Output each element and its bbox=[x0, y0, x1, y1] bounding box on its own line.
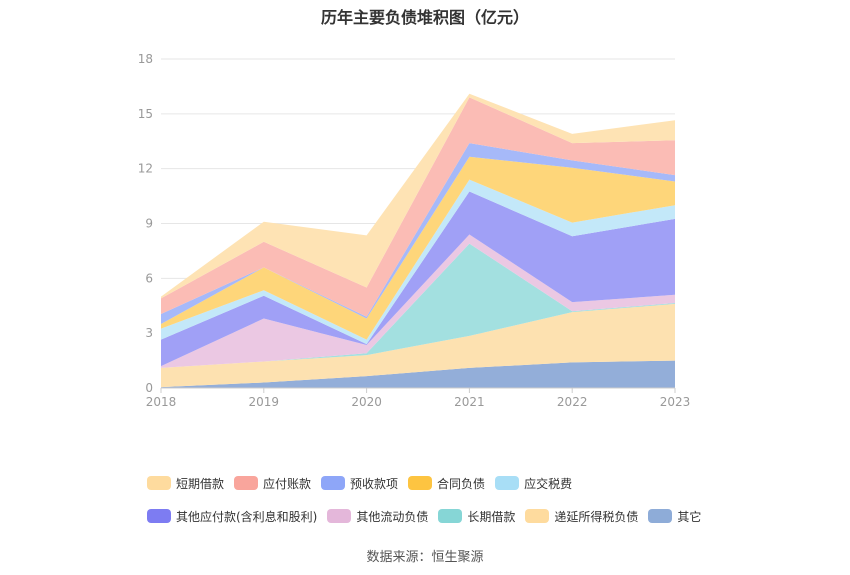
y-tick-label: 18 bbox=[138, 52, 153, 66]
area-series-6 bbox=[161, 156, 675, 340]
legend-label: 短期借款 bbox=[176, 476, 225, 491]
legend-swatch bbox=[438, 509, 463, 523]
x-tick-label: 2019 bbox=[249, 395, 280, 409]
legend-item[interactable]: 其他应付款(含利息和股利) bbox=[147, 508, 317, 525]
legend-swatch bbox=[648, 509, 673, 523]
area-series-4 bbox=[161, 191, 675, 367]
x-tick-label: 2023 bbox=[660, 395, 691, 409]
area-series-3 bbox=[161, 234, 675, 368]
x-tick-label: 2022 bbox=[557, 395, 588, 409]
legend-item[interactable]: 合同负债 bbox=[408, 475, 485, 492]
legend-item[interactable]: 递延所得税负债 bbox=[525, 508, 638, 525]
legend-item[interactable]: 长期借款 bbox=[438, 508, 515, 525]
y-tick-label: 15 bbox=[138, 107, 153, 121]
chart-title: 历年主要负债堆积图（亿元） bbox=[320, 8, 529, 27]
legend-item[interactable]: 其他流动负债 bbox=[327, 508, 428, 525]
legend-swatch bbox=[234, 476, 259, 490]
legend-item[interactable]: 短期借款 bbox=[147, 475, 224, 492]
x-tick-label: 2020 bbox=[351, 395, 382, 409]
legend: 短期借款 应付账款 预收款项 合同负债 应交税费其他应付款(含利息和股利) 其他流动负债 长… bbox=[147, 473, 747, 539]
y-tick-label: 9 bbox=[145, 217, 153, 231]
legend-swatch bbox=[525, 509, 550, 523]
y-tick-label: 6 bbox=[145, 271, 153, 285]
legend-label: 预收款项 bbox=[350, 476, 399, 491]
legend-row: 其他应付款(含利息和股利) 其他流动负债 长期借款 递延所得税负债 其它 bbox=[147, 506, 747, 526]
legend-swatch bbox=[408, 476, 433, 490]
area-series-9 bbox=[161, 93, 675, 299]
legend-swatch bbox=[495, 476, 520, 490]
legend-item[interactable]: 应交税费 bbox=[495, 475, 572, 492]
axes: 0 3 6 9 12 15 18 2018 2019 2020 2021 2022 2023 bbox=[138, 52, 691, 409]
legend-swatch bbox=[327, 509, 352, 523]
area-series-7 bbox=[161, 143, 675, 324]
x-tick-label: 2021 bbox=[454, 395, 485, 409]
legend-row: 短期借款 应付账款 预收款项 合同负债 应交税费 bbox=[147, 473, 747, 493]
legend-swatch bbox=[147, 509, 171, 523]
legend-item[interactable]: 其它 bbox=[648, 508, 701, 525]
legend-label: 其它 bbox=[677, 509, 702, 524]
y-tick-label: 0 bbox=[145, 381, 153, 395]
legend-label: 长期借款 bbox=[467, 509, 516, 524]
area-series-5 bbox=[161, 179, 675, 345]
legend-label: 其他流动负债 bbox=[356, 509, 429, 524]
legend-swatch bbox=[147, 476, 171, 490]
data-source: 数据来源：恒生聚源 bbox=[366, 550, 484, 565]
stacked-areas bbox=[161, 93, 675, 388]
chart-plot: 0 3 6 9 12 15 18 2018 2019 2020 2021 2022 2023 bbox=[138, 52, 691, 409]
y-tick-label: 12 bbox=[138, 162, 153, 176]
y-tick-label: 3 bbox=[145, 326, 153, 340]
legend-label: 合同负债 bbox=[437, 476, 486, 491]
area-series-0 bbox=[161, 360, 675, 388]
area-series-2 bbox=[161, 243, 675, 368]
legend-item[interactable]: 应付账款 bbox=[234, 475, 311, 492]
legend-label: 递延所得税负债 bbox=[554, 509, 639, 524]
legend-label: 应付账款 bbox=[263, 476, 312, 491]
legend-swatch bbox=[321, 476, 346, 490]
legend-label: 其他应付款(含利息和股利) bbox=[176, 509, 318, 524]
x-tick-label: 2018 bbox=[146, 395, 177, 409]
legend-label: 应交税费 bbox=[524, 476, 573, 491]
legend-item[interactable]: 预收款项 bbox=[321, 475, 398, 492]
area-series-8 bbox=[161, 97, 675, 317]
